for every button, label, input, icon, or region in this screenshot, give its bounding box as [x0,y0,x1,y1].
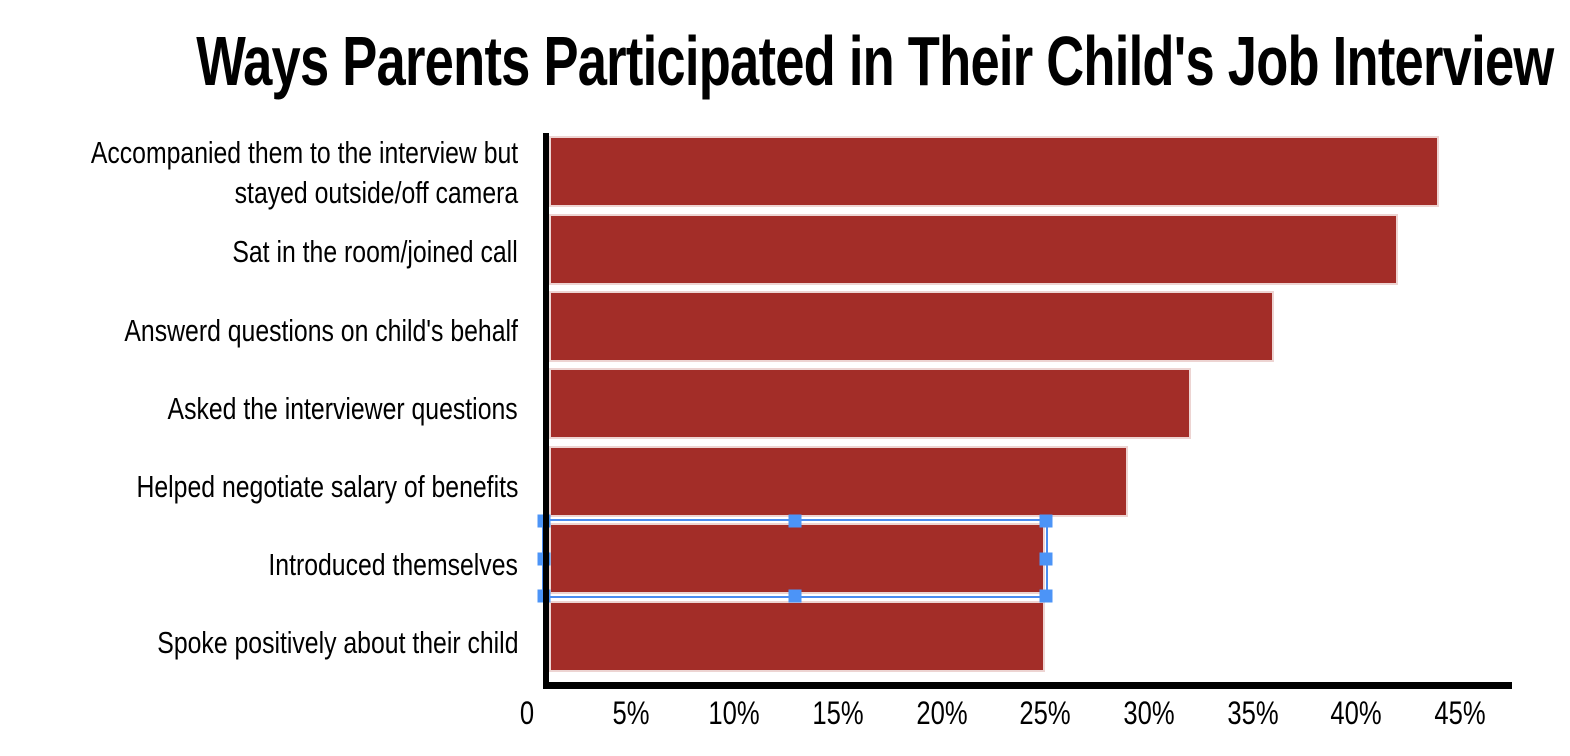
x-tick-label-20pct: 20% [916,695,968,731]
category-label: Spoke positively about their child [156,624,518,660]
label-row: Introduced themselves [0,526,518,604]
plot-area: 0 5% 10% 15% 20% 25% 30% 35% 40% 45% [520,133,1512,731]
label-row: Helped negotiate salary of benefits [0,448,518,526]
category-label: Answerd questions on child's behalf [124,312,518,348]
selection-outline[interactable] [537,514,1053,603]
category-label: Introduced themselves [268,546,518,582]
label-row: Sat in the room/joined call [0,214,518,292]
bar-row [527,598,1512,675]
x-tick-label-30pct: 30% [1123,695,1175,731]
label-row: Spoke positively about their child [0,604,518,682]
category-label: Sat in the room/joined call [232,234,518,270]
label-row: Answerd questions on child's behalf [0,292,518,370]
bar-4[interactable] [549,368,1191,440]
chart-title: Ways Parents Participated in Their Child… [196,22,1554,100]
selection-handle-ne[interactable] [1039,514,1053,528]
x-tick-label-15pct: 15% [812,695,864,731]
bar-3[interactable] [549,291,1274,363]
selection-handle-e[interactable] [1039,552,1053,566]
selection-handle-se[interactable] [1039,589,1053,603]
bar-1[interactable] [549,136,1440,208]
bar-row [527,133,1512,210]
category-label: Helped negotiate salary of benefits [136,468,518,504]
bar-7[interactable] [549,600,1046,672]
x-tick-label-40pct: 40% [1330,695,1383,731]
x-tick-label-0: 0 [519,695,535,731]
bar-row [527,443,1512,520]
category-label: Accompanied them to the interview but st… [90,135,518,211]
selection-handle-s[interactable] [788,589,802,603]
label-row: Asked the interviewer questions [0,370,518,448]
label-row: Accompanied them to the interview but st… [0,133,518,214]
bar-row [527,514,1512,603]
bar-row [527,288,1512,365]
bar-5[interactable] [549,445,1129,517]
category-label: Asked the interviewer questions [167,390,518,426]
x-tick-label-5pct: 5% [612,695,650,731]
x-tick-label-10pct: 10% [708,695,760,731]
selection-handle-n[interactable] [788,514,802,528]
bars-group [527,133,1512,675]
x-tick-label-45pct: 45% [1434,695,1486,731]
x-tick-label-35pct: 35% [1227,695,1279,731]
bar-row [527,210,1512,287]
x-axis-line [543,682,1512,689]
bar-2[interactable] [549,213,1398,285]
bar-row [527,365,1512,442]
x-tick-label-25pct: 25% [1019,695,1072,731]
x-axis-ticks: 0 5% 10% 15% 20% 25% 30% 35% 40% 45% [520,695,1512,736]
bar-6[interactable] [537,514,1053,603]
y-axis-line [543,133,549,689]
category-labels-column: Accompanied them to the interview but st… [0,133,518,682]
